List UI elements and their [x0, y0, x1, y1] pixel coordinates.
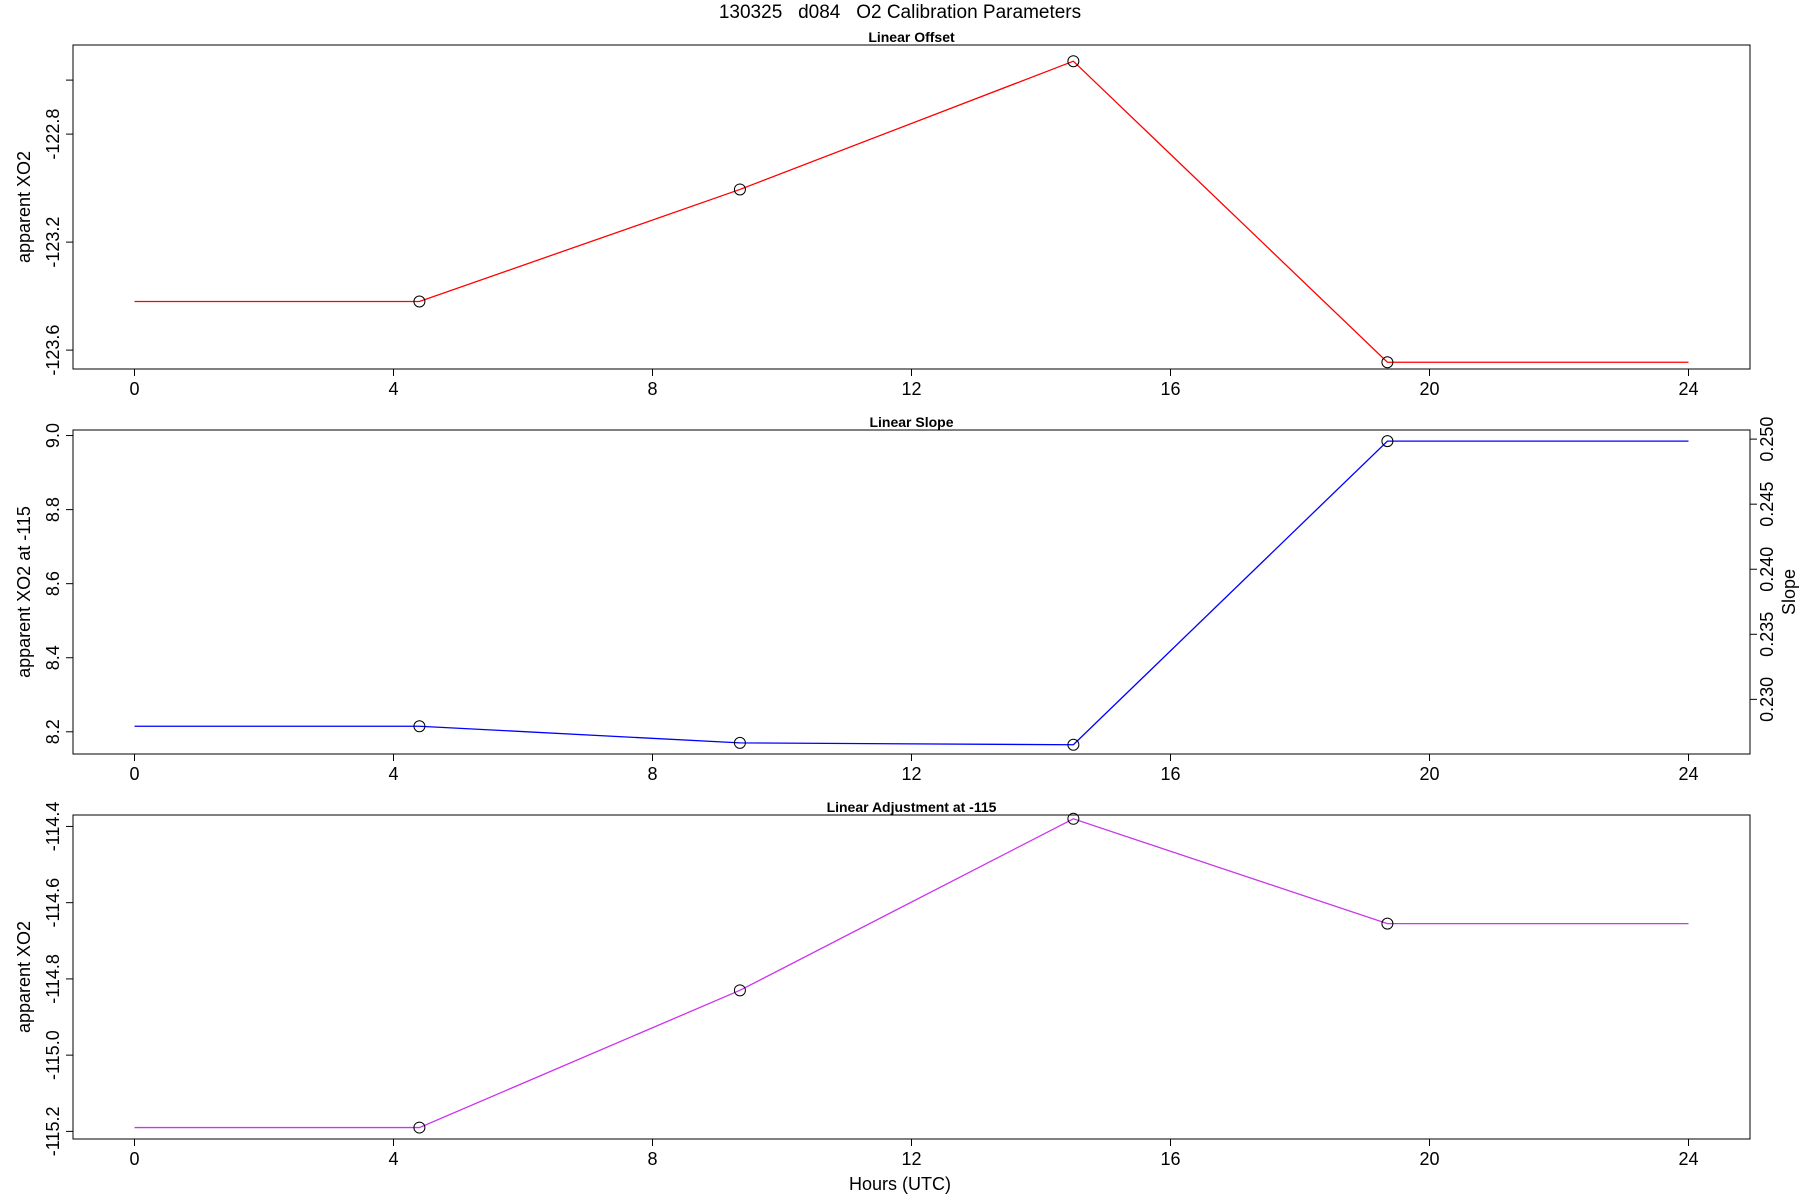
- data-point-marker: [413, 295, 426, 308]
- y-tick-label: 9.0: [43, 423, 63, 448]
- y-tick-label: 8.4: [43, 645, 63, 670]
- y-tick-label: -115.0: [43, 1030, 63, 1080]
- data-point-marker: [1381, 356, 1394, 369]
- x-tick-label: 12: [901, 1149, 921, 1169]
- y-axis-label: apparent XO2 at -115: [14, 506, 34, 678]
- right-axis-label: Slope: [1779, 569, 1799, 615]
- series-line: [134, 60, 1689, 363]
- x-tick-label: 8: [647, 764, 657, 784]
- right-tick-label: 0.245: [1757, 482, 1777, 527]
- y-tick-label: -114.8: [43, 954, 63, 1004]
- x-tick-label: 4: [388, 1149, 398, 1169]
- slope-panel: Linear Slope 0 4 8 12 16 20 24 8.2 8.4 8.6 8.8 9.0 ap…: [14, 414, 1799, 784]
- right-tick-label: 0.250: [1757, 417, 1777, 462]
- right-tick-label: 0.235: [1757, 612, 1777, 657]
- right-tick-label: 0.230: [1757, 677, 1777, 722]
- data-point-marker: [413, 720, 426, 733]
- data-point-marker: [733, 183, 746, 196]
- y-tick-label: -114.4: [43, 802, 63, 852]
- x-tick-label: 8: [647, 1149, 657, 1169]
- x-tick-label: 24: [1678, 1149, 1698, 1169]
- panel-title: Linear Adjustment at -115: [827, 799, 997, 815]
- offset-panel: Linear Offset 0 4 8 12 16 20 24 -123.6 -123.2 -122…: [14, 29, 1751, 399]
- plot-frame: [72, 814, 1751, 1140]
- figure-title: 130325 d084 O2 Calibration Parameters: [719, 2, 1081, 23]
- panel-title: Linear Slope: [869, 414, 953, 430]
- x-axis-label: Hours (UTC): [849, 1174, 951, 1194]
- x-tick-label: 0: [130, 379, 140, 399]
- x-tick-label: 20: [1419, 764, 1439, 784]
- x-tick-label: 20: [1419, 379, 1439, 399]
- y-tick-label: -123.2: [43, 217, 63, 268]
- x-tick-label: 16: [1160, 764, 1180, 784]
- y-tick-label: 8.2: [43, 719, 63, 744]
- x-tick-label: 8: [647, 379, 657, 399]
- panel-title: Linear Offset: [868, 29, 955, 45]
- data-point-marker: [733, 984, 746, 997]
- data-point-marker: [1067, 55, 1080, 68]
- x-tick-label: 16: [1160, 1149, 1180, 1169]
- plot-frame: [72, 44, 1751, 370]
- plot-frame: [72, 429, 1751, 755]
- y-axis-label: apparent XO2: [14, 151, 34, 263]
- data-point-marker: [1381, 917, 1394, 930]
- data-point-marker: [1067, 738, 1080, 751]
- series-line: [134, 818, 1689, 1129]
- data-point-marker: [413, 1121, 426, 1134]
- right-tick-label: 0.240: [1757, 547, 1777, 592]
- x-tick-label: 4: [388, 764, 398, 784]
- adjustment-panel: Linear Adjustment at -115 0 4 8 12 16 20 24 -115…: [14, 799, 1751, 1169]
- x-tick-label: 24: [1678, 764, 1698, 784]
- y-tick-label: 8.6: [43, 571, 63, 596]
- data-point-marker: [1067, 812, 1080, 825]
- x-tick-label: 0: [130, 764, 140, 784]
- x-tick-label: 0: [130, 1149, 140, 1169]
- x-tick-label: 24: [1678, 379, 1698, 399]
- y-axis-label: apparent XO2: [14, 921, 34, 1033]
- x-tick-label: 20: [1419, 1149, 1439, 1169]
- x-tick-label: 4: [388, 379, 398, 399]
- y-tick-label: -123.6: [43, 325, 63, 376]
- x-tick-label: 12: [901, 764, 921, 784]
- data-point-marker: [733, 736, 746, 749]
- data-point-marker: [1381, 435, 1394, 448]
- y-tick-label: -122.8: [43, 109, 63, 160]
- y-tick-label: -114.6: [43, 878, 63, 928]
- x-tick-label: 16: [1160, 379, 1180, 399]
- y-tick-label: 8.8: [43, 497, 63, 522]
- series-line: [134, 440, 1689, 746]
- x-tick-label: 12: [901, 379, 921, 399]
- y-tick-label: -115.2: [43, 1107, 63, 1157]
